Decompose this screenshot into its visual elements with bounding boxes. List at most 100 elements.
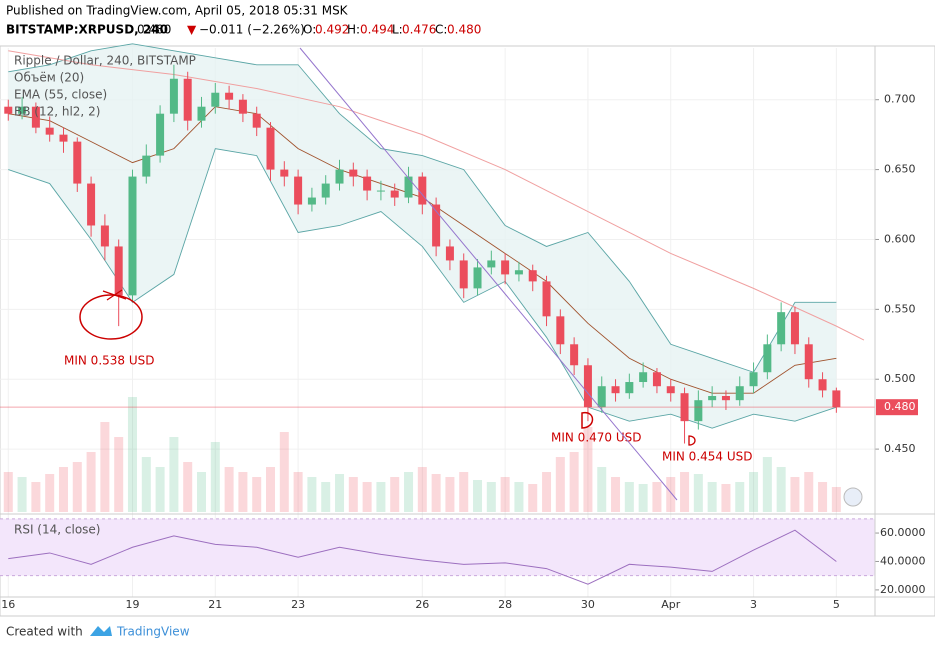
volume-bar <box>404 472 414 512</box>
candle-body <box>45 127 54 135</box>
x-tick-label: 16 <box>1 598 15 611</box>
candle-body <box>570 344 579 366</box>
footer: Created with TradingView <box>6 625 190 639</box>
candle-body <box>804 344 813 380</box>
hand-mark <box>102 289 127 301</box>
volume-bar <box>804 472 814 512</box>
volume-bar <box>376 482 386 512</box>
volume-bar <box>100 422 110 512</box>
candle-body <box>169 78 178 114</box>
candle-body <box>73 141 82 184</box>
candle-body <box>445 246 454 261</box>
volume-bar <box>58 467 68 512</box>
candle-body <box>100 225 109 247</box>
volume-bar <box>818 482 828 512</box>
candle-body <box>87 183 96 226</box>
candle-body <box>597 386 606 408</box>
candle-body <box>652 372 661 387</box>
candle-body <box>666 386 675 394</box>
candle-body <box>556 316 565 345</box>
header-arrow: ▼ <box>187 23 197 37</box>
y-tick-label: 0.700 <box>884 93 916 106</box>
volume-bar <box>417 467 427 512</box>
volume-bar <box>569 452 579 512</box>
x-tick-label: 19 <box>125 598 139 611</box>
candle-body <box>721 396 730 401</box>
hand-circle <box>79 294 143 340</box>
header-change: −0.011 (−2.26%) <box>199 23 305 37</box>
candle-body <box>501 260 510 275</box>
candle-body <box>818 379 827 391</box>
volume-bar <box>555 457 565 512</box>
candle-body <box>390 190 399 198</box>
header-high: 0.494 <box>360 23 394 37</box>
candle-body <box>583 365 592 408</box>
header-price: 0.480 <box>137 23 171 37</box>
candle-body <box>156 113 165 156</box>
volume-bar <box>293 472 303 512</box>
volume-bar <box>707 482 717 512</box>
volume-bar <box>127 397 137 512</box>
header-close: 0.480 <box>447 23 481 37</box>
candle-body <box>376 190 385 192</box>
candle-body <box>432 204 441 247</box>
last-price-label: 0.480 <box>884 400 916 413</box>
candle-body <box>763 344 772 373</box>
candle-body <box>211 92 220 107</box>
volume-bar <box>224 467 234 512</box>
candle-body <box>197 106 206 121</box>
volume-bar <box>114 437 124 512</box>
candle-body <box>777 312 786 345</box>
bb-fill <box>8 43 837 429</box>
volume-bar <box>776 467 786 512</box>
volume-bar <box>266 467 276 512</box>
header: Published on TradingView.com, April 05, … <box>6 4 481 37</box>
footer-text: Created with <box>6 625 83 639</box>
last-price-box <box>876 399 918 416</box>
candle-body <box>749 372 758 387</box>
candle-body <box>225 92 234 100</box>
volume-bar <box>611 477 621 512</box>
volume-bar <box>459 472 469 512</box>
footer-brand[interactable]: TradingView <box>116 625 190 639</box>
candle-body <box>611 386 620 394</box>
volume-bar <box>86 452 96 512</box>
candle-body <box>708 396 717 401</box>
candle-body <box>335 169 344 184</box>
hand-mark <box>688 435 696 446</box>
header-low: 0.476 <box>402 23 436 37</box>
badge[interactable] <box>843 487 863 507</box>
volume-bar <box>196 472 206 512</box>
volume-bar <box>486 482 496 512</box>
candle-body <box>266 127 275 170</box>
header-c_label: C: <box>435 23 447 37</box>
ema-line <box>8 50 865 341</box>
hand-mark <box>581 412 594 429</box>
volume-bar <box>169 437 179 512</box>
annotation: MIN 0.454 USD <box>662 450 753 464</box>
candle-body <box>735 386 744 401</box>
candle-body <box>114 246 123 296</box>
published: Published on TradingView.com, April 05, … <box>6 4 349 18</box>
volume-bar <box>790 477 800 512</box>
rsi-title: RSI (14, close) <box>14 523 100 537</box>
volume-bar <box>749 472 759 512</box>
bb-upper <box>8 43 837 373</box>
candle-body <box>404 176 413 198</box>
header-symbol: BITSTAMP:XRPUSD, 240 <box>6 23 168 37</box>
candle-body <box>238 99 247 114</box>
rsi-line <box>8 529 837 585</box>
x-tick-label: Apr <box>661 598 681 611</box>
volume-bar <box>307 477 317 512</box>
volume-bar <box>45 474 55 512</box>
legend-entry: Объём (20) <box>14 71 84 85</box>
x-tick-label: 21 <box>208 598 222 611</box>
header-h_label: H: <box>347 23 360 37</box>
candle-body <box>18 106 27 114</box>
volume-bar <box>831 487 841 512</box>
x-tick-label: 26 <box>415 598 429 611</box>
legend-entry: Ripple / Dollar, 240, BITSTAMP <box>14 54 196 68</box>
volume-bar <box>583 427 593 512</box>
volume-bar <box>155 467 165 512</box>
